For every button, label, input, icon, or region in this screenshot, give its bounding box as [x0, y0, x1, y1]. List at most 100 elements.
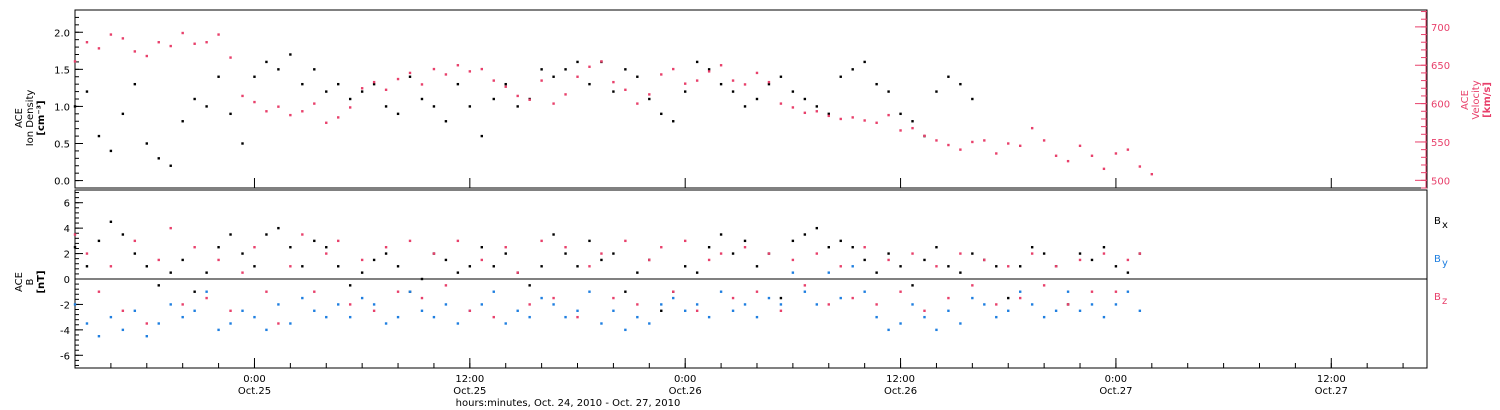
bottom-data-point [289, 265, 292, 268]
bottom-data-point [444, 258, 448, 262]
top-data-point [887, 90, 890, 93]
bottom-data-point [313, 309, 316, 312]
top-data-point [683, 90, 687, 93]
top-data-point [576, 75, 579, 78]
top-data-point [121, 37, 125, 40]
bottom-data-point [360, 258, 364, 262]
top-left-tick-label: 0.5 [54, 140, 70, 151]
bottom-data-point [1054, 309, 1058, 312]
bottom-data-point [169, 271, 172, 274]
bottom-data-point [1102, 252, 1106, 255]
bottom-data-point [1126, 271, 1130, 274]
bottom-data-point [935, 246, 938, 249]
x-tick-time: 12:00 [1317, 374, 1346, 385]
bottom-data-point [444, 284, 448, 287]
top-data-point [683, 82, 687, 85]
top-data-point [1090, 154, 1094, 157]
bottom-data-point [133, 252, 137, 255]
legend-bz-sub: z [1442, 296, 1447, 307]
bottom-data-point [588, 290, 591, 293]
top-data-point [217, 75, 220, 78]
bottom-data-point [564, 252, 567, 255]
top-data-point [935, 139, 938, 142]
bottom-data-point [504, 252, 507, 255]
bottom-data-point [229, 322, 232, 325]
top-data-point [636, 102, 639, 105]
bottom-data-point [576, 265, 579, 268]
bottom-data-point [612, 252, 615, 255]
bottom-data-point [301, 233, 304, 236]
top-data-point [660, 73, 663, 76]
bottom-data-point [289, 322, 292, 325]
top-data-point [265, 110, 268, 113]
top-data-point [169, 164, 172, 167]
top-data-point [851, 68, 854, 71]
bottom-data-point [109, 315, 113, 319]
bottom-data-point [719, 290, 723, 293]
top-right-label-line3: [km/s] [1482, 82, 1493, 118]
top-data-point [420, 83, 424, 86]
top-data-point [145, 54, 148, 58]
bottom-data-point [995, 265, 998, 268]
top-data-point [971, 140, 974, 144]
bottom-data-point [600, 322, 603, 325]
top-data-point [432, 67, 436, 71]
bottom-data-point [241, 309, 244, 312]
bottom-data-point [947, 296, 950, 300]
bottom-data-point [672, 290, 675, 293]
bottom-data-point [360, 296, 364, 300]
bottom-data-point [947, 309, 950, 312]
bottom-data-point [971, 252, 974, 255]
top-data-point [301, 110, 304, 113]
bottom-data-point [827, 271, 830, 274]
top-data-point [253, 100, 256, 104]
top-data-point [348, 106, 352, 109]
bottom-data-point [372, 258, 376, 262]
top-data-point [504, 85, 507, 88]
bottom-data-point [755, 315, 759, 319]
bottom-data-point [743, 303, 747, 306]
x-tick-date: Oct.25 [453, 386, 486, 397]
top-data-point [384, 105, 388, 108]
bottom-data-point [1007, 265, 1010, 268]
top-right-label-line1: ACE [1460, 90, 1471, 110]
top-data-point [289, 53, 292, 56]
top-data-point [564, 68, 567, 71]
top-panel: 0.0 0.5 1.0 1.5 2.0 500 550 600 650 700 [54, 9, 1450, 189]
bottom-left-label-line1: ACE [14, 272, 25, 292]
bottom-data-point [875, 315, 878, 319]
bottom-data-point [1019, 290, 1022, 293]
bottom-data-point [815, 226, 819, 230]
bottom-data-point [779, 303, 783, 306]
bottom-data-point [217, 258, 220, 262]
bottom-data-point [1078, 309, 1082, 312]
x-tick-time: 0:00 [243, 374, 265, 385]
top-data-point [911, 126, 914, 130]
bottom-data-point [683, 239, 687, 243]
top-right-label-line2: Velocity [1471, 80, 1482, 119]
bottom-data-point [85, 322, 89, 325]
top-data-point [660, 112, 663, 116]
top-data-point [181, 31, 184, 35]
top-data-point [767, 82, 771, 86]
bottom-data-point [1138, 252, 1142, 255]
bottom-data-point [695, 303, 699, 306]
bottom-data-point [1114, 290, 1118, 293]
top-data-point [887, 113, 890, 117]
bottom-data-point [468, 265, 472, 268]
bottom-data-point [851, 265, 854, 268]
bottom-data-point [396, 265, 400, 268]
bottom-data-point [971, 296, 974, 300]
bottom-data-point [456, 239, 460, 243]
top-left-label-line1: ACE [14, 108, 25, 128]
bottom-left-tick-label: 0 [64, 275, 70, 286]
bottom-data-point [636, 303, 639, 306]
top-data-point [480, 134, 483, 138]
top-data-point [1102, 167, 1106, 171]
top-data-point [492, 79, 495, 82]
bottom-data-point [325, 252, 328, 255]
bottom-data-point [157, 258, 160, 262]
top-data-point [815, 105, 819, 108]
bottom-data-point [121, 233, 125, 236]
bottom-data-point [923, 309, 926, 312]
